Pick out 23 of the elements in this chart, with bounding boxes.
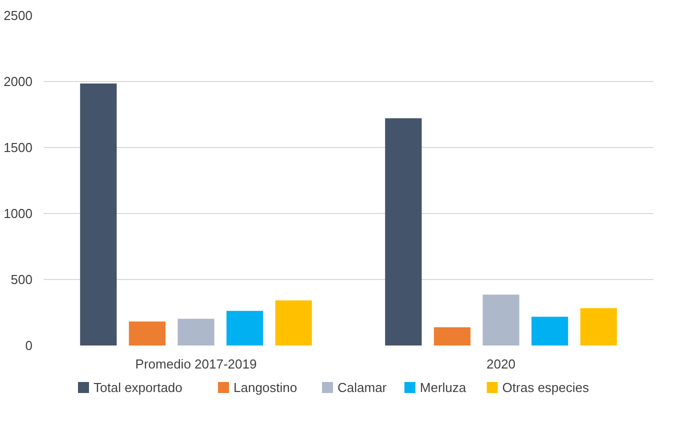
bar (128, 321, 166, 346)
x-tick-label: 2020 (486, 356, 516, 372)
bar (178, 318, 214, 346)
y-tick-label: 1500 (4, 140, 32, 155)
bar (434, 327, 470, 346)
y-tick-label: 1000 (4, 206, 32, 221)
x-tick-label: Promedio 2017-2019 (135, 356, 257, 372)
bar (80, 83, 117, 346)
y-tick-label: 2000 (4, 74, 32, 89)
bar (385, 118, 422, 346)
bar (580, 308, 617, 346)
bar (532, 316, 568, 346)
legend-label: Otras especies (502, 380, 590, 395)
bar (482, 294, 520, 346)
legend-label: Merluza (420, 380, 467, 395)
y-tick-label: 0 (25, 338, 33, 353)
legend-label: Calamar (338, 380, 388, 395)
y-tick-label: 500 (10, 272, 33, 287)
bar (275, 300, 312, 346)
legend-label: Total exportado (94, 380, 182, 395)
bar (226, 310, 264, 346)
y-tick-label: 2500 (4, 8, 32, 23)
legend-label: Langostino (234, 380, 298, 395)
